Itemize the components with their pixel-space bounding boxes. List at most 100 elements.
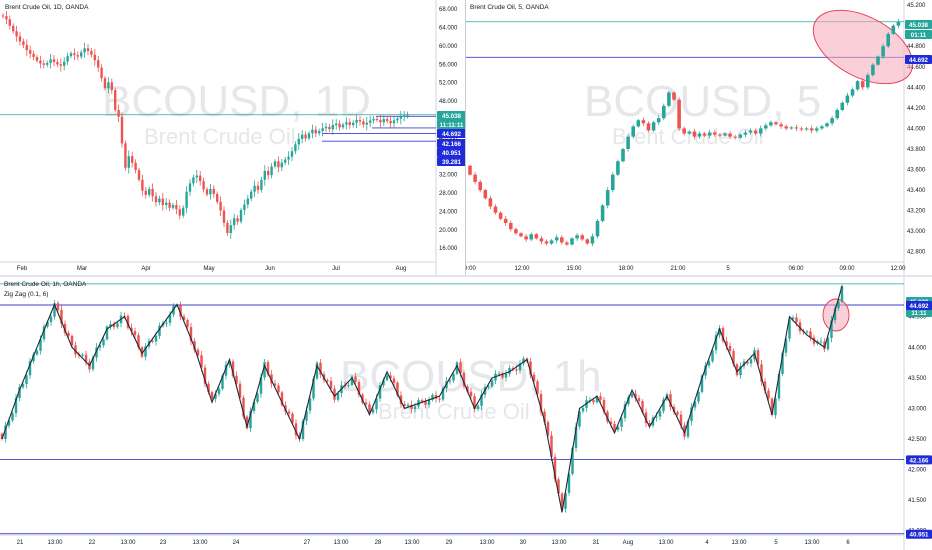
hourly-candle bbox=[231, 361, 235, 376]
daily-candle bbox=[284, 159, 287, 163]
hourly-candle bbox=[473, 396, 476, 410]
hourly-time-tick: 13:00 bbox=[658, 540, 674, 546]
five-label-price-bg bbox=[905, 20, 932, 29]
five-candle bbox=[774, 122, 778, 125]
hourly-candle bbox=[697, 391, 700, 402]
daily-candle bbox=[144, 190, 147, 195]
hourly-candle bbox=[424, 401, 427, 405]
hourly-candle bbox=[182, 316, 186, 321]
five-candle bbox=[570, 238, 574, 245]
five-candle bbox=[605, 190, 610, 206]
hourly-candle bbox=[623, 404, 627, 419]
daily-candle bbox=[311, 129, 314, 134]
daily-candle bbox=[369, 120, 372, 123]
daily-candle bbox=[69, 53, 73, 57]
daily-price-tick: 28.000 bbox=[439, 191, 458, 197]
five-candle bbox=[641, 120, 646, 124]
daily-candle bbox=[375, 119, 379, 121]
hourly-label-40951: 40.951 bbox=[910, 532, 929, 539]
five-candle bbox=[662, 105, 666, 119]
hourly-candle bbox=[536, 381, 539, 394]
daily-candle bbox=[348, 122, 351, 126]
five-candle bbox=[503, 218, 508, 223]
five-candle bbox=[860, 81, 865, 88]
daily-candle bbox=[318, 131, 321, 134]
daily-candle bbox=[199, 175, 202, 182]
five-time-tick: 12:00 bbox=[890, 266, 906, 272]
hourly-candle bbox=[571, 447, 574, 475]
five-candle bbox=[825, 123, 829, 127]
hourly-candle bbox=[616, 426, 620, 430]
daily-candle bbox=[86, 48, 90, 52]
five-candle bbox=[723, 133, 727, 136]
daily-candle bbox=[256, 185, 260, 190]
daily-candle bbox=[406, 114, 409, 116]
daily-candle bbox=[25, 45, 28, 51]
five-candle bbox=[468, 165, 472, 175]
daily-chart-pane[interactable]: BCOUSD, 1D Brent Crude Oil 68.000 64.000 6… bbox=[0, 0, 465, 275]
daily-candle bbox=[260, 179, 263, 190]
daily-label-countdown-bg bbox=[437, 120, 465, 129]
hourly-candle bbox=[210, 392, 214, 399]
hourly-candle bbox=[795, 317, 798, 323]
five-label-44692: 44.692 bbox=[909, 57, 928, 64]
hourly-candle bbox=[781, 352, 784, 374]
hourly-candle bbox=[746, 361, 749, 364]
daily-candle bbox=[270, 166, 273, 176]
five-price-tick: 43.600 bbox=[907, 168, 926, 174]
pane-separator-vertical[interactable] bbox=[465, 0, 466, 275]
hourly-candle bbox=[539, 393, 543, 412]
daily-candle bbox=[222, 210, 226, 223]
daily-candle bbox=[226, 222, 229, 234]
hourly-candle bbox=[648, 423, 651, 426]
hourly-time-tick: 6 bbox=[846, 540, 850, 546]
daily-label-40951-bg bbox=[437, 148, 465, 157]
hourly-candle bbox=[774, 398, 777, 416]
five-candle bbox=[692, 131, 697, 137]
daily-candle bbox=[392, 120, 396, 124]
daily-candle bbox=[314, 129, 317, 134]
daily-candle bbox=[229, 225, 232, 234]
daily-candle bbox=[188, 183, 192, 192]
hourly-candle bbox=[179, 305, 182, 317]
hourly-candle bbox=[95, 347, 98, 358]
hourly-candle bbox=[238, 383, 242, 398]
daily-candle bbox=[97, 60, 100, 68]
daily-candle bbox=[12, 25, 15, 32]
hourly-candle bbox=[280, 392, 284, 406]
daily-candle bbox=[195, 175, 198, 178]
hourly-time-tick: 13:00 bbox=[120, 540, 136, 546]
daily-price-tick: 16.000 bbox=[439, 246, 458, 252]
five-candle bbox=[539, 238, 544, 242]
five-candle bbox=[784, 126, 788, 129]
hourly-price-tick: 42.000 bbox=[908, 468, 927, 474]
five-price-tick: 44.000 bbox=[907, 126, 926, 132]
hourly-candle bbox=[819, 341, 823, 343]
daily-candle bbox=[66, 56, 69, 62]
hourly-candle bbox=[109, 324, 112, 327]
five-time-tick: 06:00 bbox=[788, 266, 804, 272]
hourly-candle bbox=[347, 385, 350, 387]
hourly-candle bbox=[504, 373, 508, 378]
daily-time-tick: Aug bbox=[396, 266, 407, 272]
daily-candle bbox=[29, 50, 32, 54]
hourly-price-tick: 43.500 bbox=[908, 376, 927, 382]
five-candle bbox=[891, 25, 896, 34]
five-price-tick: 44.600 bbox=[907, 65, 926, 71]
five-minute-chart-pane[interactable]: BCOUSD, 5 Brent Crude Oil 45.20045.00044… bbox=[466, 0, 932, 275]
five-candle bbox=[794, 127, 799, 129]
zigzag-indicator-label[interactable]: Zig Zag (0.1, 6) bbox=[4, 291, 49, 298]
hourly-candle bbox=[168, 314, 172, 323]
hourly-candle bbox=[462, 372, 466, 387]
five-candle bbox=[779, 124, 783, 127]
hourly-candle bbox=[193, 341, 196, 350]
pane-separator-horizontal[interactable] bbox=[0, 275, 932, 277]
five-candle bbox=[519, 233, 523, 237]
hourly-candle bbox=[721, 328, 725, 342]
hourly-candle bbox=[245, 416, 249, 429]
hourly-chart-pane[interactable]: BCOUSD, 1h Brent Crude Oil 44.500 44.000 4… bbox=[0, 277, 932, 550]
five-price-tick: 43.200 bbox=[907, 209, 926, 215]
hourly-time-tick: 24 bbox=[233, 540, 240, 546]
daily-label-40951: 40.951 bbox=[442, 150, 461, 157]
daily-candle bbox=[73, 53, 76, 56]
